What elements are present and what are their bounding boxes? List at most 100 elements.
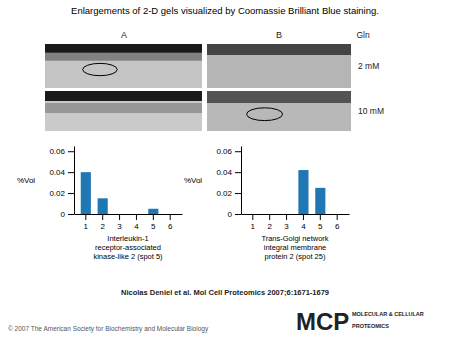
tick-mark [170, 214, 171, 220]
tick-label: 2 [100, 222, 105, 231]
x-axis: 1 2 3 4 5 6 [75, 214, 183, 231]
x-tick: 3 [284, 214, 289, 231]
x-tick: 5 [151, 214, 156, 231]
tick-label: 0.06 [49, 147, 65, 156]
tick-mark [119, 214, 120, 220]
tick-mark [153, 214, 154, 220]
tick-mark [269, 214, 270, 220]
gel-band [45, 44, 202, 53]
annotation: 2 mM [358, 61, 379, 71]
x-tick: 3 [117, 214, 122, 231]
bar [131, 214, 141, 215]
tick-mark [286, 214, 287, 220]
gel-band [45, 103, 202, 113]
tick-mark [136, 214, 137, 220]
y-tick: 0 [61, 210, 74, 219]
y-axis: 0 0.02 0.04 0.06 [49, 147, 74, 220]
tick-label: 2 [267, 222, 272, 231]
x-axis-label-line: integral membrane [264, 243, 327, 252]
tick-mark [235, 151, 241, 152]
tick-label: 6 [335, 222, 340, 231]
tick-mark [68, 214, 74, 215]
bars [81, 172, 159, 214]
tick-mark [85, 214, 86, 220]
gel-background [207, 44, 351, 88]
bar [115, 214, 125, 215]
x-axis-label-line: Trans-Golgi network [261, 234, 328, 243]
tick-mark [303, 214, 304, 220]
annotation: PROTEOMICS [352, 323, 389, 329]
gel-band [45, 91, 202, 101]
gel-spot-circle [83, 63, 118, 75]
x-axis-label-line: kinase-like 2 (spot 5) [93, 252, 163, 261]
tick-label: 4 [301, 222, 306, 231]
tick-label: 4 [134, 222, 139, 231]
axis-line [74, 147, 75, 215]
y-tick: 0.02 [216, 189, 241, 198]
bar [98, 198, 108, 214]
gel-band [45, 53, 202, 61]
x-tick: 4 [134, 214, 139, 231]
axis-line [242, 214, 350, 215]
x-axis-label-line: receptor-associated [95, 243, 161, 252]
bar [248, 214, 258, 215]
gel-background [45, 91, 202, 131]
tick-mark [252, 214, 253, 220]
x-tick: 5 [318, 214, 323, 231]
annotation: Gln [356, 30, 370, 40]
tick-mark [68, 151, 74, 152]
tick-label: 0 [228, 210, 233, 219]
annotation: B [276, 30, 282, 40]
bar [332, 214, 342, 215]
axis-line [241, 147, 242, 215]
annotation: MCP [296, 308, 349, 335]
tick-label: 3 [117, 222, 122, 231]
tick-mark [68, 193, 74, 194]
gel-panel [45, 44, 202, 88]
tick-mark [337, 214, 338, 220]
tick-mark [235, 193, 241, 194]
y-tick: 0.04 [216, 168, 241, 177]
x-axis: 1 2 3 4 5 6 [242, 214, 350, 231]
y-tick: 0.06 [49, 147, 74, 156]
gel-band [207, 91, 351, 103]
gel-panel [207, 44, 351, 88]
x-axis-label-line: Interleukin-1 [107, 234, 148, 243]
tick-mark [235, 172, 241, 173]
x-tick: 2 [267, 214, 272, 231]
title: Enlargements of 2-D gels visualized by C… [71, 5, 379, 16]
x-tick: 1 [251, 214, 256, 231]
bar [165, 214, 175, 215]
bar [81, 172, 91, 214]
bar [298, 170, 308, 214]
y-tick: 0 [228, 210, 241, 219]
tick-label: 1 [251, 222, 256, 231]
x-tick: 2 [100, 214, 105, 231]
x-axis-label: Interleukin-1receptor-associatedkinase-l… [93, 234, 163, 261]
gel-background [207, 91, 351, 131]
tick-label: 0.02 [49, 189, 65, 198]
y-axis: 0 0.02 0.04 0.06 [216, 147, 241, 220]
bar-chart: 1 2 3 4 5 6 0 0.02 0.04 0.06 [49, 147, 182, 231]
gel-background [45, 44, 202, 88]
bar [148, 209, 158, 214]
x-axis-label: Trans-Golgi networkintegral membraneprot… [261, 234, 328, 261]
y-axis-label: %Vol [184, 176, 202, 185]
tick-label: 0.04 [216, 168, 232, 177]
tick-label: 5 [318, 222, 323, 231]
bars [298, 170, 325, 214]
tick-label: 1 [84, 222, 89, 231]
tick-label: 0.02 [216, 189, 232, 198]
x-tick: 4 [301, 214, 306, 231]
tick-label: 0.06 [216, 147, 232, 156]
tick-mark [235, 214, 241, 215]
gel-spot-circle [247, 108, 283, 121]
x-tick: 1 [84, 214, 89, 231]
annotation: A [121, 30, 127, 40]
y-tick: 0.02 [49, 189, 74, 198]
tick-label: 0.04 [49, 168, 65, 177]
tick-label: 6 [168, 222, 173, 231]
tick-label: 0 [61, 210, 66, 219]
y-axis-label: %Vol [17, 176, 35, 185]
gel-panel [45, 91, 202, 131]
